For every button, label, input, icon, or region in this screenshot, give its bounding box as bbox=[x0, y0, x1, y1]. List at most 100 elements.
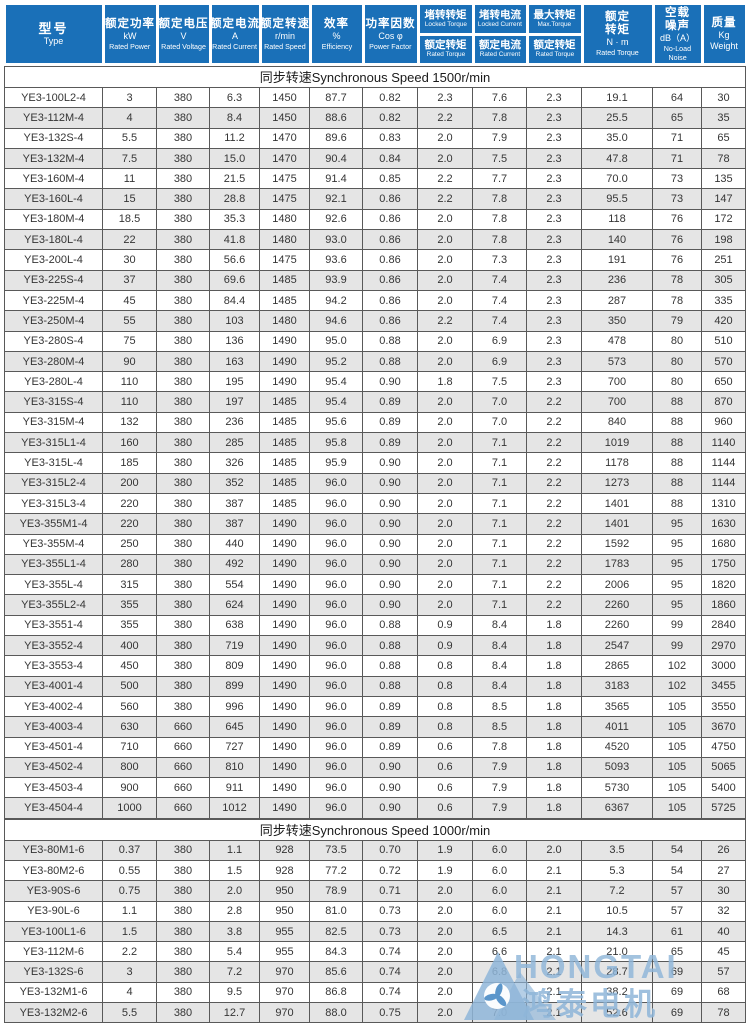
value-cell: 2.2 bbox=[527, 493, 582, 515]
value-cell: 25.5 bbox=[582, 108, 653, 129]
value-cell: 2.3 bbox=[527, 128, 582, 149]
value-cell: 660 bbox=[157, 717, 210, 738]
value-cell: 960 bbox=[702, 412, 746, 434]
value-cell: 0.82 bbox=[363, 88, 418, 109]
value-cell: 2.0 bbox=[418, 554, 473, 576]
value-cell: 380 bbox=[157, 982, 210, 1004]
value-cell: 163 bbox=[210, 351, 260, 373]
value-cell: 1019 bbox=[582, 433, 653, 454]
value-cell: 1750 bbox=[702, 554, 746, 576]
value-cell: 0.90 bbox=[363, 757, 418, 779]
value-cell: 0.70 bbox=[363, 840, 418, 861]
value-cell: 0.86 bbox=[363, 290, 418, 312]
value-cell: 37 bbox=[103, 270, 157, 291]
value-cell: 1.9 bbox=[418, 840, 473, 861]
value-cell: 2.0 bbox=[418, 250, 473, 271]
type-cell: YE3-4503-4 bbox=[4, 778, 103, 799]
value-cell: 0.86 bbox=[363, 250, 418, 271]
value-cell: 0.90 bbox=[363, 493, 418, 515]
value-cell: 0.55 bbox=[103, 860, 157, 882]
value-cell: 30 bbox=[103, 250, 157, 271]
type-cell: YE3-112M-4 bbox=[4, 108, 103, 129]
value-cell: 57 bbox=[653, 901, 702, 922]
value-cell: 1490 bbox=[260, 656, 310, 677]
value-cell: 2.3 bbox=[527, 290, 582, 312]
value-cell: 110 bbox=[103, 372, 157, 393]
value-cell: 1680 bbox=[702, 534, 746, 555]
header-label: 质量 bbox=[711, 16, 737, 29]
header-bottom-half: 额定转矩 Rated Torque bbox=[420, 36, 472, 64]
value-cell: 380 bbox=[157, 595, 210, 616]
type-cell: YE3-132M-4 bbox=[4, 148, 103, 170]
value-cell: 96.0 bbox=[310, 554, 363, 576]
value-cell: 0.9 bbox=[418, 615, 473, 637]
value-cell: 88 bbox=[653, 473, 702, 494]
value-cell: 1820 bbox=[702, 575, 746, 596]
value-cell: 103 bbox=[210, 311, 260, 332]
value-cell: 420 bbox=[702, 311, 746, 332]
value-cell: 7.1 bbox=[473, 554, 527, 576]
header-label: Cos φ bbox=[378, 30, 403, 41]
value-cell: 95.2 bbox=[310, 351, 363, 373]
value-cell: 996 bbox=[210, 696, 260, 718]
value-cell: 352 bbox=[210, 473, 260, 494]
header-box: 功率因数 Cos φ Power Factor bbox=[364, 5, 417, 63]
value-cell: 1.5 bbox=[103, 921, 157, 943]
value-cell: 21.0 bbox=[582, 942, 653, 963]
value-cell: 250 bbox=[103, 534, 157, 555]
value-cell: 2.0 bbox=[418, 473, 473, 494]
value-cell: 35.3 bbox=[210, 209, 260, 231]
value-cell: 380 bbox=[157, 88, 210, 109]
value-cell: 0.75 bbox=[363, 1003, 418, 1024]
value-cell: 899 bbox=[210, 676, 260, 697]
value-cell: 220 bbox=[103, 493, 157, 515]
value-cell: 6.0 bbox=[473, 840, 527, 861]
value-cell: 79 bbox=[653, 311, 702, 332]
value-cell: 450 bbox=[103, 656, 157, 677]
value-cell: 4520 bbox=[582, 737, 653, 758]
value-cell: 0.89 bbox=[363, 392, 418, 413]
value-cell: 1475 bbox=[260, 189, 310, 210]
value-cell: 95.9 bbox=[310, 453, 363, 474]
value-cell: 0.83 bbox=[363, 128, 418, 149]
value-cell: 0.89 bbox=[363, 737, 418, 758]
value-cell: 68 bbox=[702, 982, 746, 1004]
value-cell: 40 bbox=[702, 921, 746, 943]
header-cell: 效率% Efficiency bbox=[310, 5, 363, 66]
value-cell: 236 bbox=[582, 270, 653, 291]
value-cell: 90 bbox=[103, 351, 157, 373]
value-cell: 660 bbox=[157, 778, 210, 799]
value-cell: 1592 bbox=[582, 534, 653, 555]
type-cell: YE3-225S-4 bbox=[4, 270, 103, 291]
type-cell: YE3-315M-4 bbox=[4, 412, 103, 434]
value-cell: 0.86 bbox=[363, 230, 418, 251]
value-cell: 200 bbox=[103, 473, 157, 494]
value-cell: 7.5 bbox=[103, 148, 157, 170]
value-cell: 2.0 bbox=[418, 514, 473, 535]
value-cell: 1490 bbox=[260, 514, 310, 535]
value-cell: 1860 bbox=[702, 595, 746, 616]
value-cell: 3550 bbox=[702, 696, 746, 718]
header-cell: 额定电压 V Rated Voltage bbox=[157, 5, 210, 66]
value-cell: 191 bbox=[582, 250, 653, 271]
value-cell: 0.88 bbox=[363, 615, 418, 637]
value-cell: 380 bbox=[157, 921, 210, 943]
value-cell: 7.0 bbox=[473, 1003, 527, 1024]
value-cell: 1490 bbox=[260, 717, 310, 738]
value-cell: 928 bbox=[260, 860, 310, 882]
value-cell: 2.2 bbox=[527, 473, 582, 494]
value-cell: 380 bbox=[157, 433, 210, 454]
value-cell: 0.85 bbox=[363, 169, 418, 190]
value-cell: 2840 bbox=[702, 615, 746, 637]
value-cell: 380 bbox=[157, 290, 210, 312]
type-cell: YE3-4501-4 bbox=[4, 737, 103, 758]
value-cell: 380 bbox=[157, 453, 210, 474]
value-cell: 2.2 bbox=[527, 433, 582, 454]
value-cell: 2.0 bbox=[418, 493, 473, 515]
value-cell: 2.0 bbox=[527, 840, 582, 861]
header-label: Rated Torque bbox=[596, 48, 639, 57]
value-cell: 92.1 bbox=[310, 189, 363, 210]
value-cell: 2970 bbox=[702, 636, 746, 657]
value-cell: 7.6 bbox=[473, 88, 527, 109]
value-cell: 8.4 bbox=[210, 108, 260, 129]
